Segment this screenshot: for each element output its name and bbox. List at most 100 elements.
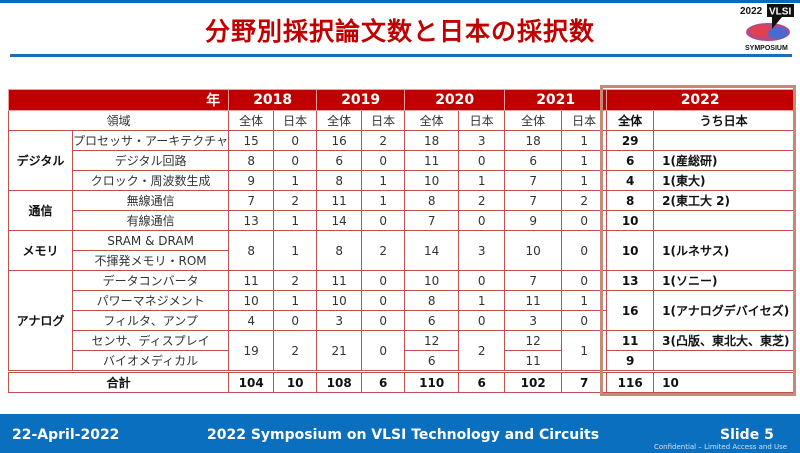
cell: 10 xyxy=(316,290,363,311)
group-memory: メモリ xyxy=(8,230,73,271)
cell: 2 xyxy=(458,190,506,211)
top-rule xyxy=(0,0,800,3)
cell: 0 xyxy=(458,270,506,291)
cell-2022-all: 8 xyxy=(606,190,655,211)
footer-conference: 2022 Symposium on VLSI Technology and Ci… xyxy=(207,427,600,443)
all-label-2022: 全体 xyxy=(606,110,655,131)
cell: 3 xyxy=(504,310,563,331)
svg-text:VLSI: VLSI xyxy=(769,7,791,18)
cell: 10 xyxy=(504,230,563,271)
svg-text:SYMPOSIUM: SYMPOSIUM xyxy=(745,45,788,52)
cell: 13 xyxy=(228,210,275,231)
year-label: 年 xyxy=(7,89,230,111)
group-digital: デジタル xyxy=(8,130,73,191)
cell-2022-japan: 1(東大) xyxy=(653,170,795,191)
cell: 0 xyxy=(561,310,608,331)
year-2019: 2019 xyxy=(316,89,406,111)
japan-label: 日本 xyxy=(561,110,608,131)
japan-label: 日本 xyxy=(458,110,506,131)
confidential-note: Confidential – Limited Access and Use xyxy=(654,443,788,451)
footer-date: 22-April-2022 xyxy=(12,427,120,443)
cell: 0 xyxy=(361,310,406,331)
cell: 0 xyxy=(361,330,406,372)
all-label: 全体 xyxy=(404,110,460,131)
cell: 0 xyxy=(361,270,406,291)
cell: 8 xyxy=(228,150,275,171)
field-name: センサ、ディスプレイ xyxy=(71,330,230,351)
group-communication: 通信 xyxy=(8,190,73,231)
papers-by-field-table: 年 2018 2019 2020 2021 2022 領域 全体 日本 全体 日… xyxy=(7,89,795,393)
field-name: クロック・周波数生成 xyxy=(71,170,230,191)
cell: 7 xyxy=(404,210,460,231)
japan-label: 日本 xyxy=(273,110,318,131)
cell: 12 xyxy=(404,330,460,351)
year-2020: 2020 xyxy=(404,89,506,111)
cell: 19 xyxy=(228,330,275,372)
cell-2022-japan xyxy=(653,350,795,372)
field-name: SRAM & DRAM xyxy=(71,230,230,251)
slide-number: Slide 5 xyxy=(720,427,774,443)
year-2022: 2022 xyxy=(606,89,795,111)
cell: 0 xyxy=(273,150,318,171)
slide-title: 分野別採択論文数と日本の採択数 xyxy=(204,17,595,46)
field-name: 不揮発メモリ・ROM xyxy=(71,250,230,271)
cell: 10 xyxy=(404,170,460,191)
group-analog: アナログ xyxy=(8,270,73,372)
cell: 1 xyxy=(561,290,608,311)
cell: 11 xyxy=(316,270,363,291)
cell: 6 xyxy=(404,310,460,331)
cell-2022-all: 10 xyxy=(606,210,655,231)
cell: 0 xyxy=(561,210,608,231)
cell: 1 xyxy=(561,330,608,372)
field-label: 領域 xyxy=(7,110,230,131)
cell: 0 xyxy=(458,310,506,331)
cell: 8 xyxy=(316,170,363,191)
cell-2022-all: 9 xyxy=(606,350,655,372)
cell: 7 xyxy=(504,170,563,191)
all-label: 全体 xyxy=(316,110,363,131)
cell: 2 xyxy=(273,190,318,211)
field-name: フィルタ、アンプ xyxy=(71,310,230,331)
cell: 6 xyxy=(361,370,406,393)
cell-2022-all: 11 xyxy=(606,330,655,351)
cell: 11 xyxy=(228,270,275,291)
cell: 108 xyxy=(316,370,363,393)
total-row: 合計 104 10 108 6 110 6 102 7 116 10 xyxy=(7,370,795,393)
field-name: バイオメディカル xyxy=(71,350,230,372)
field-name: 無線通信 xyxy=(71,190,230,211)
cell: 2 xyxy=(458,330,506,372)
cell-2022-japan: 1(ルネサス) xyxy=(653,230,795,271)
cell: 1 xyxy=(561,130,608,151)
cell: 6 xyxy=(504,150,563,171)
cell: 2 xyxy=(361,230,406,271)
cell: 0 xyxy=(458,210,506,231)
cell: 2 xyxy=(561,190,608,211)
field-name: 有線通信 xyxy=(71,210,230,231)
table-row: センサ、ディスプレイ 19 2 21 0 12 2 12 1 11 3(凸版、東北大、東芝… xyxy=(9,330,795,372)
year-2018: 2018 xyxy=(228,89,318,111)
cell: 7 xyxy=(504,190,563,211)
cell: 8 xyxy=(316,230,363,271)
table-row: デジタル プロセッサ・アーキテクチャ 15 0 16 2 18 3 18 1 29 xyxy=(8,130,795,191)
svg-text:2022: 2022 xyxy=(740,6,763,17)
cell: 3 xyxy=(458,130,506,151)
cell-2022-japan: 1(ソニー) xyxy=(653,270,795,291)
cell: 21 xyxy=(316,330,363,372)
sub-header-row: 領域 全体 日本 全体 日本 全体 日本 全体 日本 全体 うち日本 xyxy=(7,110,795,131)
cell: 1 xyxy=(561,170,608,191)
cell: 7 xyxy=(504,270,563,291)
cell: 1 xyxy=(561,150,608,171)
cell: 8 xyxy=(404,290,460,311)
field-name: デジタル回路 xyxy=(71,150,230,171)
japan-label: 日本 xyxy=(361,110,406,131)
cell: 1 xyxy=(361,170,406,191)
year-2021: 2021 xyxy=(504,89,608,111)
cell: 1 xyxy=(273,230,318,271)
cell: 3 xyxy=(316,310,363,331)
field-name: プロセッサ・アーキテクチャ xyxy=(71,130,230,151)
japan-label-2022: うち日本 xyxy=(653,110,795,131)
cell-2022-all: 6 xyxy=(606,150,655,171)
